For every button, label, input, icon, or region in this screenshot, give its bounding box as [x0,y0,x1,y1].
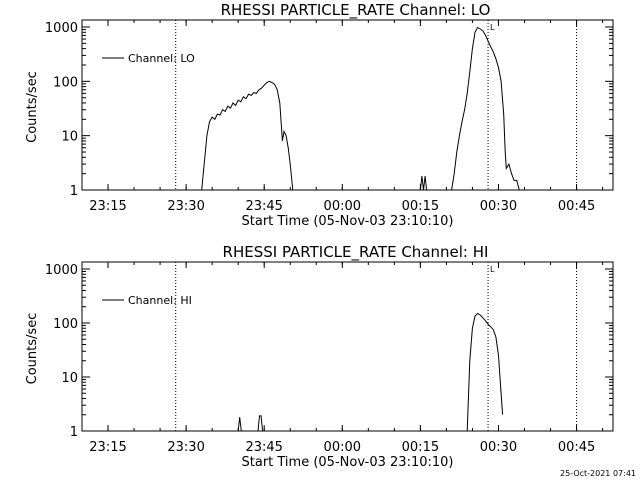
marker-label: L [490,265,495,274]
y-tick-label: 1000 [45,21,78,36]
x-tick-label: 00:45 [558,440,595,455]
legend-label: Channel: HI [128,294,192,307]
series-line-segment [419,176,428,191]
series-line-segment [201,80,294,191]
x-axis-label: Start Time (05-Nov-03 23:10:10) [242,455,454,470]
x-tick-label: 00:30 [480,199,517,214]
footer-timestamp: 25-Oct-2021 07:41 [560,469,636,478]
x-tick-label: 23:30 [167,199,204,214]
x-tick-label: 00:30 [480,440,517,455]
y-tick-label: 1000 [45,263,78,278]
chart-title: RHESSI PARTICLE_RATE Channel: LO [221,1,491,20]
series-line-segment [237,417,242,432]
chart-panel-2: RHESSI PARTICLE_RATE Channel: HI 23:15 23:… [25,243,614,470]
y-tick-label: 1 [70,425,78,440]
series-line-segment [451,26,520,191]
y-axis-label: Counts/sec [25,313,40,385]
x-tick-label: 23:30 [167,440,204,455]
x-tick-label: 00:15 [402,440,439,455]
plot-frame [81,19,614,191]
x-axis-label: Start Time (05-Nov-03 23:10:10) [242,214,454,229]
marker-label: L [490,23,495,32]
chart-title: RHESSI PARTICLE_RATE Channel: HI [223,243,489,262]
y-axis-label: Counts/sec [25,71,40,143]
x-tick-label: 23:15 [89,440,126,455]
y-tick-label: 100 [53,75,78,90]
chart-panel-1: RHESSI PARTICLE_RATE Channel: LO 23:15 23:… [25,1,614,229]
legend-label: Channel: LO [128,52,195,65]
x-tick-label: 00:00 [324,199,361,214]
y-tick-label: 10 [61,130,78,145]
x-tick-label: 23:45 [245,199,282,214]
y-tick-label: 1 [70,184,78,199]
plot-frame [81,261,614,432]
x-tick-label: 23:45 [245,440,282,455]
y-tick-label: 10 [61,371,78,386]
x-tick-label: 00:15 [402,199,439,214]
y-tick-label: 100 [53,317,78,332]
x-tick-label: 00:45 [558,199,595,214]
series-line-segment [257,415,264,432]
x-tick-label: 00:00 [324,440,361,455]
x-tick-label: 23:15 [89,199,126,214]
series-line-segment [466,312,504,432]
